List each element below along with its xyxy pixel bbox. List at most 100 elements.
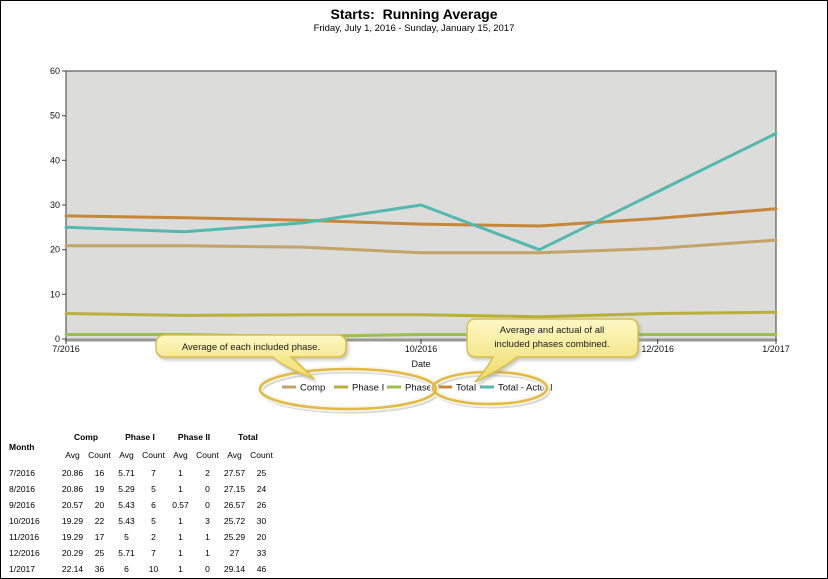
value-cell: 24 <box>256 484 267 494</box>
value-cell: 5.43 <box>118 516 135 526</box>
group-header-total: Total <box>238 431 258 442</box>
y-tick-label: 0 <box>55 334 60 344</box>
value-cell: 1 <box>178 564 183 574</box>
legend-item-phase2: Phase II <box>387 383 440 394</box>
legend-label: Total - Actual <box>498 383 552 394</box>
value-cell: 2 <box>205 468 210 478</box>
value-cell: 5.43 <box>118 500 135 510</box>
legend-item-comp: Comp <box>282 383 325 394</box>
value-cell: 1 <box>205 548 210 558</box>
sub-header-count: Count <box>196 450 219 460</box>
series-line-phase1 <box>64 310 778 319</box>
value-cell: 20.86 <box>61 468 84 478</box>
callout-phases: Average of each included phase. <box>155 334 347 380</box>
value-cell: 5.71 <box>118 468 135 478</box>
value-cell: 17 <box>94 532 105 542</box>
group-header-comp: Comp <box>73 431 99 442</box>
value-cell: 5 <box>124 532 129 542</box>
value-cell: 5 <box>151 484 156 494</box>
legend-label: Phase II <box>405 383 440 394</box>
sub-header-avg: Avg <box>173 450 188 460</box>
callout-total: Average and actual of all included phase… <box>466 318 639 383</box>
value-cell: 30 <box>256 516 267 526</box>
group-header-phase1: Phase I <box>125 431 155 442</box>
value-cell: 7 <box>151 548 156 558</box>
value-cell: 25 <box>256 468 267 478</box>
sub-header-avg: Avg <box>65 450 80 460</box>
sub-header-count: Count <box>88 450 111 460</box>
value-cell: 19.29 <box>61 516 84 526</box>
table-row: 7/2016 20.86 16 5.71 7 1 2 27.57 25 <box>9 465 275 481</box>
value-cell: 19.29 <box>61 532 84 542</box>
callout-text-line1: Average and actual of all <box>500 325 604 336</box>
series-line-comp <box>64 238 778 255</box>
value-cell: 22.14 <box>61 564 84 574</box>
page-title: Starts: Running Average <box>330 6 498 22</box>
y-tick-label: 40 <box>50 155 60 165</box>
value-cell: 25 <box>94 548 105 558</box>
legend-label: Total <box>456 383 476 394</box>
y-tick-label: 10 <box>50 289 60 299</box>
table-body: 7/2016 20.86 16 5.71 7 1 2 27.57 25 8/2016 20.86 19… <box>9 465 275 577</box>
table-row: 10/2016 19.29 22 5.43 5 1 3 25.72 30 <box>9 513 275 529</box>
value-cell: 0.57 <box>172 500 189 510</box>
x-tick-label: 7/2016 <box>52 344 80 354</box>
value-cell: 27.15 <box>223 484 246 494</box>
value-cell: 6 <box>151 500 156 510</box>
value-cell: 20.57 <box>61 500 84 510</box>
value-cell: 26.57 <box>223 500 246 510</box>
table-row: 11/2016 19.29 17 5 2 1 1 25.29 20 <box>9 529 275 545</box>
value-cell: 33 <box>256 548 267 558</box>
y-axis-labels: 60 50 40 30 20 10 0 <box>50 66 60 344</box>
month-column-header: Month <box>9 441 35 452</box>
value-cell: 5.29 <box>118 484 135 494</box>
month-cell: 11/2016 <box>9 532 40 542</box>
callout-bubble <box>155 334 347 380</box>
value-cell: 20 <box>256 532 267 542</box>
month-cell: 1/2017 <box>9 564 35 574</box>
y-axis-ticks <box>62 70 66 340</box>
running-average-chart: 60 50 40 30 20 10 0 7/2016 8/2016 9/2016… <box>50 66 790 414</box>
x-tick-label: 12/2016 <box>641 344 674 354</box>
callout-bubble <box>466 318 639 383</box>
value-cell: 7 <box>151 468 156 478</box>
value-cell: 1 <box>178 484 183 494</box>
value-cell: 20.29 <box>61 548 84 558</box>
legend-item-total: Total <box>438 383 476 394</box>
summary-table-container: Month Comp Phase I Phase II Total Avg Co… <box>9 428 275 577</box>
y-tick-label: 30 <box>50 200 60 210</box>
value-cell: 46 <box>256 564 267 574</box>
table-row: 1/2017 22.14 36 6 10 1 0 29.14 46 <box>9 561 275 577</box>
group-header-phase2: Phase II <box>177 431 211 442</box>
value-cell: 27.57 <box>223 468 246 478</box>
value-cell: 20 <box>94 500 105 510</box>
series-line-total-actual <box>64 132 778 252</box>
value-cell: 22 <box>94 516 105 526</box>
legend-highlight-ellipse-phases <box>258 367 438 411</box>
value-cell: 0 <box>205 500 210 510</box>
table-group-header-row: Month Comp Phase I Phase II Total <box>9 428 275 452</box>
date-range-subtitle: Friday, July 1, 2016 - Sunday, January 1… <box>313 23 515 34</box>
value-cell: 19 <box>94 484 105 494</box>
table-sub-header-row: Avg Count Avg Count Avg Count Avg Count <box>9 445 275 465</box>
value-cell: 1 <box>178 548 183 558</box>
legend-label: Phase I <box>352 383 384 394</box>
callout-text: Average of each included phase. <box>182 342 320 353</box>
y-tick-label: 20 <box>50 245 60 255</box>
value-cell: 6 <box>124 564 129 574</box>
value-cell: 20.86 <box>61 484 84 494</box>
month-cell: 10/2016 <box>9 516 40 526</box>
value-cell: 16 <box>94 468 105 478</box>
legend-label: Comp <box>300 383 325 394</box>
value-cell: 25.29 <box>223 532 246 542</box>
x-tick-label: 1/2017 <box>762 344 790 354</box>
legend-item-total-actual: Total - Actual <box>480 383 552 394</box>
value-cell: 2 <box>151 532 156 542</box>
value-cell: 1 <box>178 516 183 526</box>
sub-header-count: Count <box>142 450 165 460</box>
chart-legend: Comp Phase I Phase II Total Total - Actu… <box>282 383 552 394</box>
x-tick-label: 10/2016 <box>405 344 438 354</box>
report-header: Starts: Running Average Friday, July 1, … <box>1 6 827 34</box>
value-cell: 0 <box>205 564 210 574</box>
